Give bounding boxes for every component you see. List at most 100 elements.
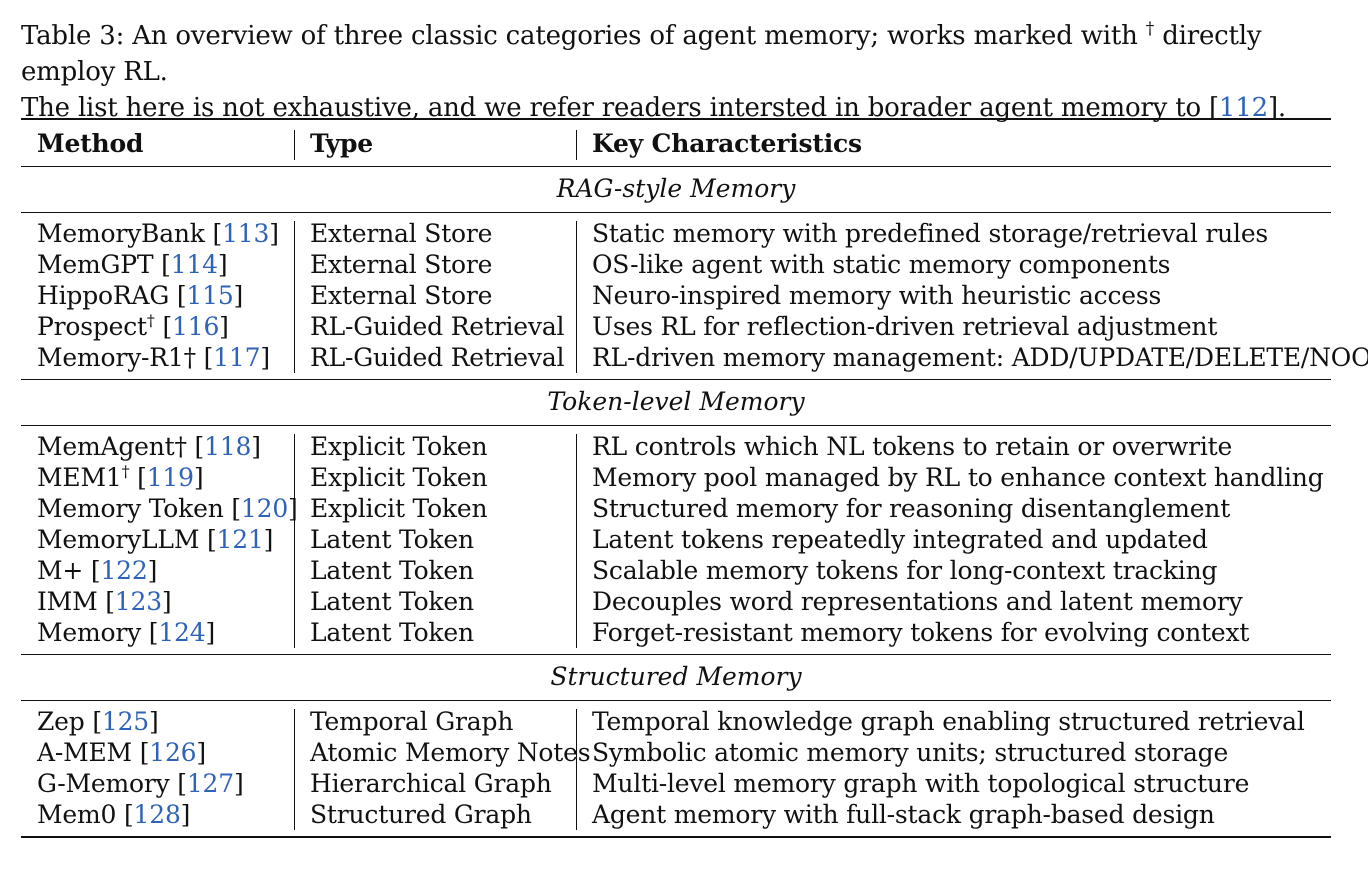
table-row: HippoRAG [115] External Store Neuro-inspir… [21, 280, 1331, 311]
method-name: IMM [37, 587, 98, 616]
memory-table: Method Type Key Characteristics RAG-styl… [21, 118, 1368, 838]
citation-link[interactable]: 127 [186, 769, 234, 798]
table-row: IMM [123] Latent Token Decouples word repr… [21, 586, 1331, 617]
method-name: HippoRAG [37, 281, 170, 310]
method-cell: HippoRAG [115] [37, 281, 244, 310]
characteristics-cell: Uses RL for reflection-driven retrieval … [592, 312, 1218, 341]
section-rule [21, 654, 1331, 655]
method-cell: Memory Token [120] [37, 494, 298, 523]
column-divider [294, 221, 295, 373]
type-cell: Latent Token [310, 525, 474, 554]
section-title: Token-level Memory [547, 387, 805, 416]
citation-link[interactable]: 128 [133, 800, 181, 829]
citation-link[interactable]: 125 [101, 707, 150, 736]
method-cell: A-MEM [126] [37, 738, 206, 767]
characteristics-cell: OS-like agent with static memory compone… [592, 250, 1171, 279]
method-name: MemGPT [37, 250, 154, 279]
table-row: Mem0 [128] Structured Graph Agent memory w… [21, 799, 1331, 830]
column-divider [576, 709, 577, 830]
section-title: RAG-style Memory [556, 174, 796, 203]
rl-dagger: † [121, 462, 130, 481]
citation-link[interactable]: 120 [240, 494, 289, 523]
table-row: Memory [124] Latent Token Forget-resistant… [21, 617, 1331, 648]
characteristics-cell: RL controls which NL tokens to retain or… [592, 432, 1233, 461]
method-cell: MemGPT [114] [37, 250, 228, 279]
section-rule [21, 212, 1331, 213]
table-body: RAG-style Memory MemoryBank [113] External… [21, 166, 1368, 836]
citation-link[interactable]: 113 [222, 219, 270, 248]
characteristics-cell: Temporal knowledge graph enabling struct… [592, 707, 1305, 736]
type-cell: RL-Guided Retrieval [310, 312, 565, 341]
table-row: MemAgent† [118] Explicit Token RL controls… [21, 431, 1331, 462]
type-cell: Explicit Token [310, 432, 488, 461]
citation-link[interactable]: 119 [146, 463, 194, 492]
type-cell: Structured Graph [310, 800, 532, 829]
characteristics-cell: Agent memory with full-stack graph-based… [592, 800, 1215, 829]
table-row: G-Memory [127] Hierarchical Graph Multi-le… [21, 768, 1331, 799]
method-name: G-Memory [37, 769, 170, 798]
citation-link[interactable]: 126 [149, 738, 197, 767]
section-rule [21, 700, 1331, 701]
method-name: MemoryLLM [37, 525, 200, 554]
citation-link[interactable]: 116 [172, 312, 220, 341]
characteristics-cell: RL-driven memory management: ADD/UPDATE/… [592, 343, 1368, 372]
characteristics-cell: Multi-level memory graph with topologica… [592, 769, 1250, 798]
method-cell: Prospect† [116] [37, 311, 229, 341]
section-group: MemoryBank [113] External Store Static mem… [21, 213, 1368, 379]
caption-text: ]. [1267, 93, 1286, 123]
characteristics-cell: Memory pool managed by RL to enhance con… [592, 463, 1324, 492]
column-divider [576, 130, 577, 160]
table-row: Memory Token [120] Explicit Token Structur… [21, 493, 1331, 524]
method-name: M+ [37, 556, 84, 585]
bottom-rule [21, 836, 1331, 838]
method-cell: Memory-R1† [117] [37, 343, 270, 372]
header-key-characteristics: Key Characteristics [592, 129, 862, 158]
method-name: MemAgent† [37, 432, 187, 461]
table-row: M+ [122] Latent Token Scalable memory toke… [21, 555, 1331, 586]
table-row: MemoryLLM [121] Latent Token Latent tokens… [21, 524, 1331, 555]
column-divider [294, 434, 295, 648]
type-cell: Latent Token [310, 587, 474, 616]
type-cell: Explicit Token [310, 494, 488, 523]
type-cell: Hierarchical Graph [310, 769, 552, 798]
table-header: Method Type Key Characteristics [21, 120, 1331, 166]
characteristics-cell: Symbolic atomic memory units; structured… [592, 738, 1229, 767]
characteristics-cell: Forget-resistant memory tokens for evolv… [592, 618, 1250, 647]
citation-link[interactable]: 117 [213, 343, 261, 372]
header-method: Method [37, 129, 144, 158]
method-name: Zep [37, 707, 85, 736]
type-cell: Explicit Token [310, 463, 488, 492]
rl-dagger: † [146, 311, 155, 330]
table-caption: Table 3: An overview of three classic ca… [21, 18, 1351, 126]
citation-link[interactable]: 123 [114, 587, 162, 616]
characteristics-cell: Structured memory for reasoning disentan… [592, 494, 1231, 523]
column-divider [576, 434, 577, 648]
header-type: Type [310, 129, 373, 158]
method-name: Memory [37, 618, 142, 647]
citation-link[interactable]: 114 [170, 250, 218, 279]
column-divider [576, 221, 577, 373]
method-cell: MemoryBank [113] [37, 219, 279, 248]
section-group: MemAgent† [118] Explicit Token RL controls… [21, 426, 1331, 654]
characteristics-cell: Decouples word representations and laten… [592, 587, 1243, 616]
method-cell: M+ [122] [37, 556, 158, 585]
citation-link[interactable]: 124 [158, 618, 206, 647]
method-cell: MemoryLLM [121] [37, 525, 274, 554]
citation-link[interactable]: 121 [216, 525, 264, 554]
method-cell: Zep [125] [37, 707, 159, 736]
method-name: Prospect [37, 312, 147, 341]
table-row: MEM1† [119] Explicit Token Memory pool man… [21, 462, 1331, 493]
citation-link[interactable]: 118 [204, 432, 252, 461]
table-row: Memory-R1† [117] RL-Guided Retrieval RL-dr… [21, 342, 1368, 373]
caption-dagger: † [1145, 19, 1155, 39]
citation-link[interactable]: 122 [100, 556, 148, 585]
method-name: A-MEM [37, 738, 132, 767]
column-divider [294, 709, 295, 830]
table-row: MemGPT [114] External Store OS-like agent … [21, 249, 1331, 280]
method-cell: G-Memory [127] [37, 769, 244, 798]
section-rule [21, 379, 1331, 380]
citation-link[interactable]: 115 [186, 281, 234, 310]
section-rule [21, 425, 1331, 426]
method-name: Memory Token [37, 494, 224, 523]
table-row: A-MEM [126] Atomic Memory Notes Symbolic a… [21, 737, 1331, 768]
